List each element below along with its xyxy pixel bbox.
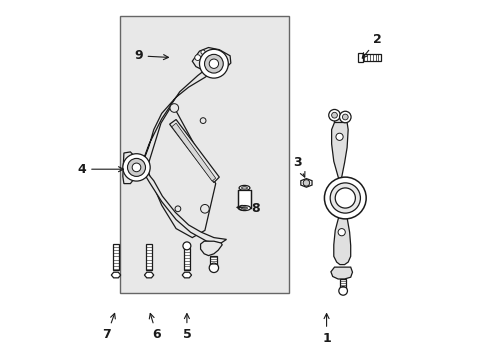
Circle shape: [127, 158, 145, 176]
Circle shape: [335, 133, 343, 140]
Circle shape: [204, 54, 223, 73]
Circle shape: [175, 206, 181, 212]
Circle shape: [201, 50, 205, 54]
Circle shape: [303, 180, 309, 186]
Circle shape: [183, 242, 190, 250]
Bar: [238, 190, 250, 208]
Polygon shape: [144, 272, 153, 278]
Polygon shape: [171, 123, 215, 181]
Text: 3: 3: [293, 156, 305, 177]
Circle shape: [324, 177, 366, 219]
Ellipse shape: [239, 185, 249, 190]
Polygon shape: [142, 58, 228, 164]
Bar: [183, 248, 189, 270]
Text: 5: 5: [182, 314, 191, 341]
Circle shape: [209, 263, 218, 273]
Text: 9: 9: [134, 49, 168, 62]
Circle shape: [342, 114, 347, 120]
Circle shape: [337, 229, 345, 236]
Polygon shape: [122, 152, 136, 184]
Polygon shape: [333, 217, 350, 265]
Bar: [362, 54, 381, 61]
Text: 8: 8: [237, 202, 259, 215]
Polygon shape: [331, 118, 347, 179]
Circle shape: [122, 154, 150, 181]
Polygon shape: [200, 241, 222, 256]
Circle shape: [335, 188, 355, 208]
Polygon shape: [192, 48, 230, 72]
Ellipse shape: [238, 206, 250, 211]
Circle shape: [329, 183, 360, 213]
Text: 6: 6: [149, 314, 161, 341]
Ellipse shape: [241, 187, 247, 189]
Circle shape: [199, 49, 228, 78]
Text: 2: 2: [362, 33, 381, 58]
Polygon shape: [334, 113, 345, 122]
Text: 7: 7: [102, 314, 115, 341]
Text: 4: 4: [77, 163, 123, 176]
Polygon shape: [339, 279, 346, 288]
Polygon shape: [143, 173, 226, 243]
Circle shape: [222, 58, 227, 63]
Polygon shape: [300, 179, 311, 187]
Circle shape: [331, 112, 337, 118]
Circle shape: [200, 118, 205, 123]
Circle shape: [338, 287, 347, 295]
Circle shape: [194, 55, 200, 60]
Polygon shape: [330, 267, 352, 279]
Polygon shape: [182, 272, 191, 278]
Bar: [146, 244, 152, 270]
Polygon shape: [210, 256, 217, 265]
Circle shape: [200, 204, 209, 213]
Polygon shape: [111, 272, 121, 278]
Polygon shape: [147, 104, 215, 238]
Circle shape: [170, 104, 178, 112]
Circle shape: [328, 109, 340, 121]
Bar: [113, 244, 119, 270]
Text: 1: 1: [322, 314, 330, 345]
Circle shape: [132, 163, 141, 172]
Ellipse shape: [241, 207, 247, 210]
Bar: [357, 53, 362, 62]
Polygon shape: [169, 120, 219, 183]
Circle shape: [209, 59, 218, 68]
Bar: [120, 16, 289, 293]
Circle shape: [339, 111, 350, 123]
